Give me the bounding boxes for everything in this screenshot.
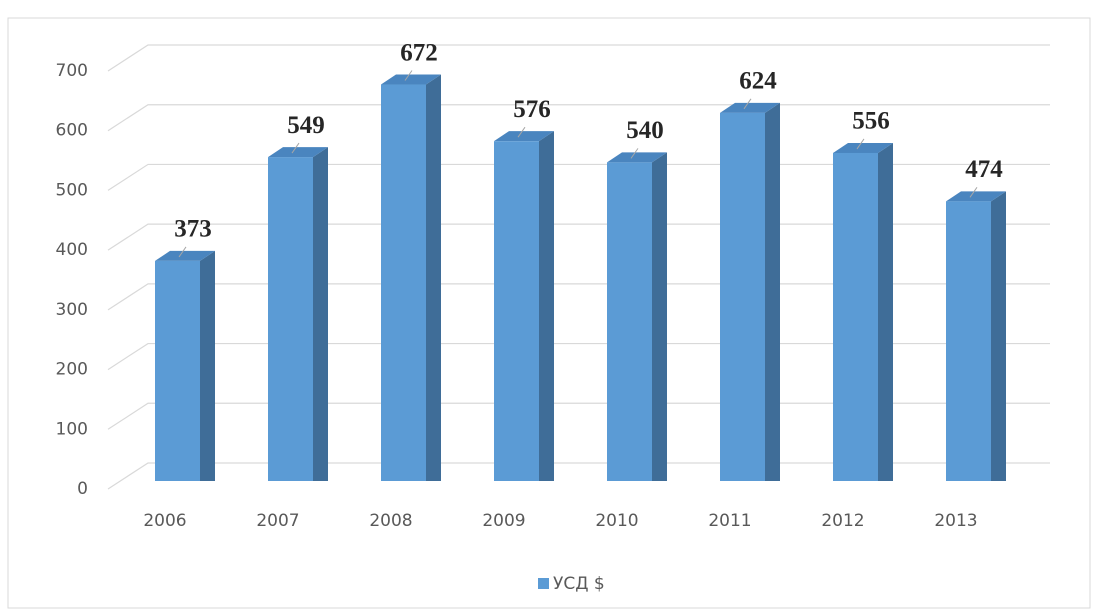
bar-side [878, 142, 893, 481]
x-tick-label: 2011 [708, 511, 751, 531]
x-tick-label: 2008 [369, 511, 412, 531]
label-leader [178, 246, 187, 258]
bar-side [200, 250, 215, 481]
value-label: 540 [626, 117, 664, 144]
label-leader [404, 70, 413, 81]
value-label: 556 [852, 108, 890, 135]
value-label: 672 [400, 39, 438, 66]
legend-swatch [538, 578, 549, 589]
label-leader [743, 98, 752, 110]
y-tick-label: 200 [56, 360, 88, 380]
label-leader [856, 138, 865, 150]
bar [494, 141, 539, 481]
x-tick-label: 2012 [821, 511, 864, 531]
bar-top [381, 74, 441, 85]
bar-top [494, 131, 554, 142]
y-tick-label: 100 [56, 419, 88, 439]
label-leader [630, 148, 639, 159]
label-leader [969, 187, 978, 198]
x-tick-label: 2006 [143, 511, 186, 531]
bar [155, 260, 200, 481]
bar-side [313, 147, 328, 481]
x-tick-label: 2007 [256, 511, 299, 531]
y-tick-label: 700 [56, 61, 88, 81]
value-label: 373 [174, 216, 212, 243]
x-tick-label: 2013 [934, 511, 977, 531]
bar-top [720, 102, 780, 113]
label-leader [291, 142, 300, 154]
bar-top [268, 147, 328, 158]
y-tick-label: 400 [56, 240, 88, 260]
bar-top [833, 142, 893, 153]
bar-side [539, 131, 554, 481]
legend-label: УСД $ [553, 574, 605, 594]
bar-top [946, 191, 1006, 202]
bar-side [426, 74, 441, 482]
bar [607, 162, 652, 481]
bar-top [607, 152, 667, 163]
bar-side [765, 102, 780, 481]
y-tick-label: 0 [77, 479, 88, 499]
grid-line [107, 44, 1050, 72]
value-label: 474 [965, 156, 1003, 183]
bar-top [155, 250, 215, 261]
y-tick-label: 600 [56, 121, 88, 141]
bar [833, 152, 878, 481]
bar [720, 112, 765, 481]
y-tick-label: 500 [56, 180, 88, 200]
value-label: 576 [513, 96, 551, 123]
bar-side [991, 191, 1006, 481]
value-label: 549 [287, 112, 325, 139]
value-label: 624 [739, 68, 777, 95]
bar-side [652, 152, 667, 481]
bar [268, 157, 313, 481]
x-tick-label: 2009 [482, 511, 525, 531]
bar [946, 201, 991, 481]
bar [381, 84, 426, 482]
label-leader [517, 126, 526, 138]
x-tick-label: 2010 [595, 511, 638, 531]
y-tick-label: 300 [56, 300, 88, 320]
